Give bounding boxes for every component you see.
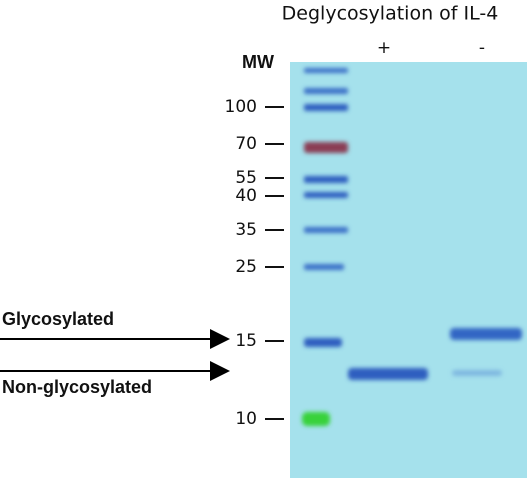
band: [304, 68, 348, 73]
mw-value: 100: [225, 97, 257, 117]
band: [304, 338, 342, 347]
mw-markers: 100 70 55 40 35 25 15 10: [225, 97, 284, 429]
mw-label: MW: [242, 52, 274, 72]
mw-value: 35: [235, 220, 257, 240]
band: [304, 104, 348, 111]
mw-ticks: [265, 106, 284, 420]
mw-value: 70: [235, 134, 257, 154]
ladder: [302, 68, 522, 426]
band: [452, 370, 502, 376]
band: [302, 412, 330, 426]
band: [304, 192, 348, 198]
title: Deglycosylation of IL-4: [282, 3, 499, 25]
mw-value: 25: [235, 257, 257, 277]
band: [450, 328, 522, 340]
annotation: Glycosylated: [2, 309, 114, 329]
band: [304, 142, 348, 153]
mw-value: 40: [235, 186, 257, 206]
mw-value: 55: [235, 168, 257, 188]
mw-value: 10: [235, 409, 257, 429]
lane-label: +: [377, 38, 391, 58]
lane-label: -: [479, 38, 485, 58]
band: [304, 176, 348, 183]
band: [304, 88, 348, 94]
annotation: Non-glycosylated: [2, 377, 152, 397]
band: [304, 264, 344, 270]
band: [304, 227, 348, 233]
mw-value: 15: [235, 331, 257, 351]
band: [348, 368, 428, 380]
